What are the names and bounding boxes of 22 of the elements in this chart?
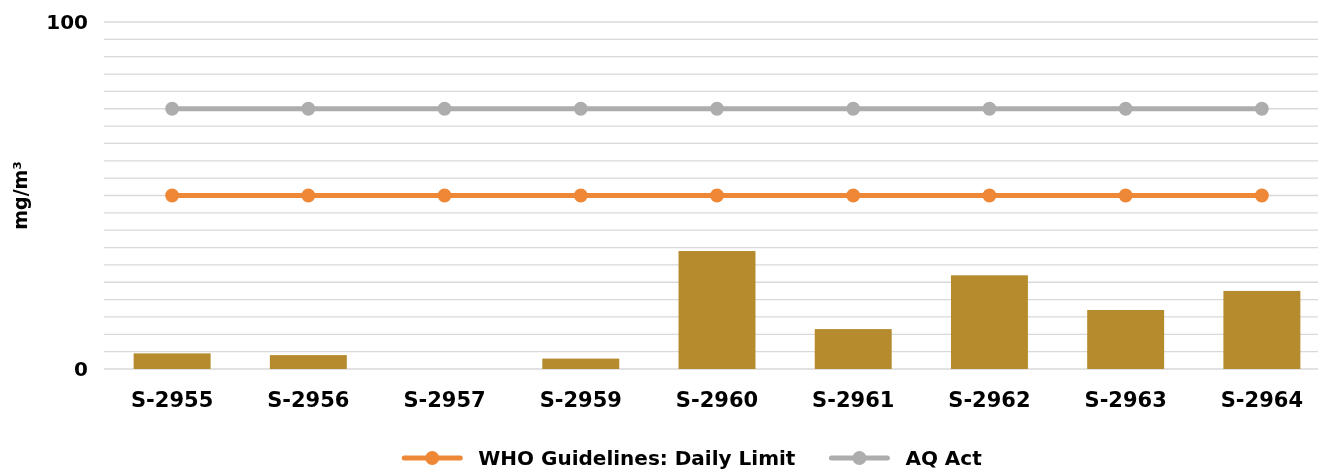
bar <box>1087 310 1165 369</box>
x-tick-label: S-2962 <box>948 388 1031 412</box>
x-tick-label: S-2964 <box>1220 388 1304 412</box>
y-tick-label: 0 <box>74 357 88 381</box>
bar <box>269 355 347 369</box>
y-tick-label: 100 <box>46 10 88 34</box>
x-tick-label: S-2959 <box>539 388 622 412</box>
y-axis-title: mg/m³ <box>9 161 31 230</box>
x-tick-label: S-2956 <box>267 388 350 412</box>
x-tick-label: S-2960 <box>675 388 759 412</box>
bar <box>814 329 892 369</box>
bar <box>678 251 756 369</box>
x-tick-label: S-2955 <box>130 388 214 412</box>
legend-label: WHO Guidelines: Daily Limit <box>478 446 796 470</box>
x-tick-label: S-2957 <box>403 388 486 412</box>
bar <box>950 275 1028 369</box>
x-tick-label: S-2963 <box>1084 388 1167 412</box>
x-tick-label: S-2961 <box>812 388 895 412</box>
bar <box>1223 290 1301 369</box>
legend-label: AQ Act <box>905 446 983 470</box>
bar <box>542 358 620 369</box>
bar <box>133 353 211 369</box>
